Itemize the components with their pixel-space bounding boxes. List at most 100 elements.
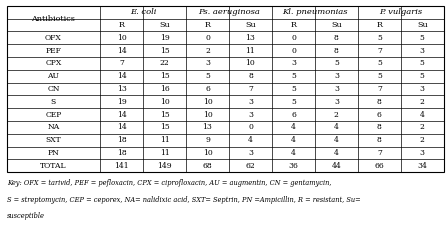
Text: 0: 0 xyxy=(248,123,253,131)
Text: 141: 141 xyxy=(114,162,129,170)
Text: 15: 15 xyxy=(160,110,169,119)
Text: 3: 3 xyxy=(205,59,210,67)
Text: 4: 4 xyxy=(291,123,296,131)
Text: 10: 10 xyxy=(117,34,127,42)
Text: 4: 4 xyxy=(334,149,339,157)
Text: 3: 3 xyxy=(334,85,339,93)
Text: 8: 8 xyxy=(377,123,382,131)
Text: 5: 5 xyxy=(334,59,339,67)
Text: 7: 7 xyxy=(377,47,382,55)
Text: 4: 4 xyxy=(291,136,296,144)
Text: 15: 15 xyxy=(160,72,169,80)
Text: 44: 44 xyxy=(331,162,341,170)
Text: Ps. aeruginosa: Ps. aeruginosa xyxy=(198,8,260,16)
Text: Su: Su xyxy=(245,21,256,29)
Text: S: S xyxy=(51,98,56,106)
Text: 2: 2 xyxy=(420,98,425,106)
Text: 5: 5 xyxy=(291,85,296,93)
Text: Su: Su xyxy=(417,21,428,29)
Text: Su: Su xyxy=(331,21,342,29)
Bar xyxy=(7,6,444,172)
Text: 14: 14 xyxy=(117,72,127,80)
Text: 5: 5 xyxy=(420,72,425,80)
Text: Antibiotics: Antibiotics xyxy=(32,15,75,23)
Text: 7: 7 xyxy=(377,85,382,93)
Text: 66: 66 xyxy=(375,162,384,170)
Text: 62: 62 xyxy=(246,162,256,170)
Text: TOTAL: TOTAL xyxy=(40,162,67,170)
Text: 2: 2 xyxy=(420,123,425,131)
Text: 5: 5 xyxy=(205,72,210,80)
Text: 4: 4 xyxy=(334,123,339,131)
Text: 4: 4 xyxy=(334,136,339,144)
Text: 3: 3 xyxy=(291,59,296,67)
Text: 4: 4 xyxy=(420,110,425,119)
Text: 18: 18 xyxy=(117,149,127,157)
Text: Key: OFX = tarivid, PEF = pefloxacin, CPX = ciprofloxacin, AU = augmentin, CN = : Key: OFX = tarivid, PEF = pefloxacin, CP… xyxy=(7,179,331,187)
Text: 15: 15 xyxy=(160,123,169,131)
Text: 15: 15 xyxy=(160,47,169,55)
Text: R: R xyxy=(205,21,211,29)
Text: PN: PN xyxy=(47,149,59,157)
Text: SXT: SXT xyxy=(45,136,61,144)
Text: 3: 3 xyxy=(248,110,253,119)
Text: PEF: PEF xyxy=(45,47,62,55)
Text: 14: 14 xyxy=(117,123,127,131)
Text: R: R xyxy=(376,21,382,29)
Text: 6: 6 xyxy=(377,110,382,119)
Text: 10: 10 xyxy=(202,98,212,106)
Text: 22: 22 xyxy=(160,59,169,67)
Text: 7: 7 xyxy=(248,85,253,93)
Text: 7: 7 xyxy=(377,149,382,157)
Text: 2: 2 xyxy=(334,110,339,119)
Text: 10: 10 xyxy=(160,98,169,106)
Text: 13: 13 xyxy=(117,85,127,93)
Text: 2: 2 xyxy=(420,136,425,144)
Text: CEP: CEP xyxy=(45,110,62,119)
Text: 6: 6 xyxy=(205,85,210,93)
Text: 0: 0 xyxy=(291,47,296,55)
Text: 3: 3 xyxy=(334,72,339,80)
Text: R: R xyxy=(119,21,124,29)
Text: 10: 10 xyxy=(246,59,256,67)
Text: 10: 10 xyxy=(202,110,212,119)
Text: E. coli: E. coli xyxy=(130,8,156,16)
Text: 3: 3 xyxy=(420,149,425,157)
Text: 68: 68 xyxy=(202,162,212,170)
Text: CN: CN xyxy=(47,85,60,93)
Text: 10: 10 xyxy=(202,149,212,157)
Text: 0: 0 xyxy=(205,34,210,42)
Text: 34: 34 xyxy=(417,162,427,170)
Text: 8: 8 xyxy=(377,136,382,144)
Text: 13: 13 xyxy=(246,34,256,42)
Text: 6: 6 xyxy=(291,110,296,119)
Text: 19: 19 xyxy=(160,34,169,42)
Text: 18: 18 xyxy=(117,136,127,144)
Text: 8: 8 xyxy=(377,98,382,106)
Text: 16: 16 xyxy=(160,85,169,93)
Text: R: R xyxy=(290,21,297,29)
Text: 7: 7 xyxy=(119,59,124,67)
Text: OFX: OFX xyxy=(45,34,62,42)
Text: Kl. pneumonias: Kl. pneumonias xyxy=(282,8,348,16)
Text: 0: 0 xyxy=(291,34,296,42)
Text: CPX: CPX xyxy=(45,59,62,67)
Text: 4: 4 xyxy=(291,149,296,157)
Text: 3: 3 xyxy=(420,85,425,93)
Text: NA: NA xyxy=(47,123,60,131)
Text: 14: 14 xyxy=(117,47,127,55)
Text: 3: 3 xyxy=(420,47,425,55)
Text: 3: 3 xyxy=(248,98,253,106)
Text: 5: 5 xyxy=(377,34,382,42)
Text: 19: 19 xyxy=(117,98,127,106)
Text: 8: 8 xyxy=(334,34,339,42)
Text: AU: AU xyxy=(47,72,59,80)
Text: 8: 8 xyxy=(248,72,253,80)
Text: 11: 11 xyxy=(160,136,169,144)
Text: Su: Su xyxy=(159,21,170,29)
Text: 4: 4 xyxy=(248,136,253,144)
Text: 5: 5 xyxy=(420,34,425,42)
Text: 3: 3 xyxy=(334,98,339,106)
Text: 5: 5 xyxy=(377,72,382,80)
Text: S = streptomycin, CEP = ceporex, NA= nalidixic acid, SXT= Septrin, PN =Ampicilli: S = streptomycin, CEP = ceporex, NA= nal… xyxy=(7,196,360,204)
